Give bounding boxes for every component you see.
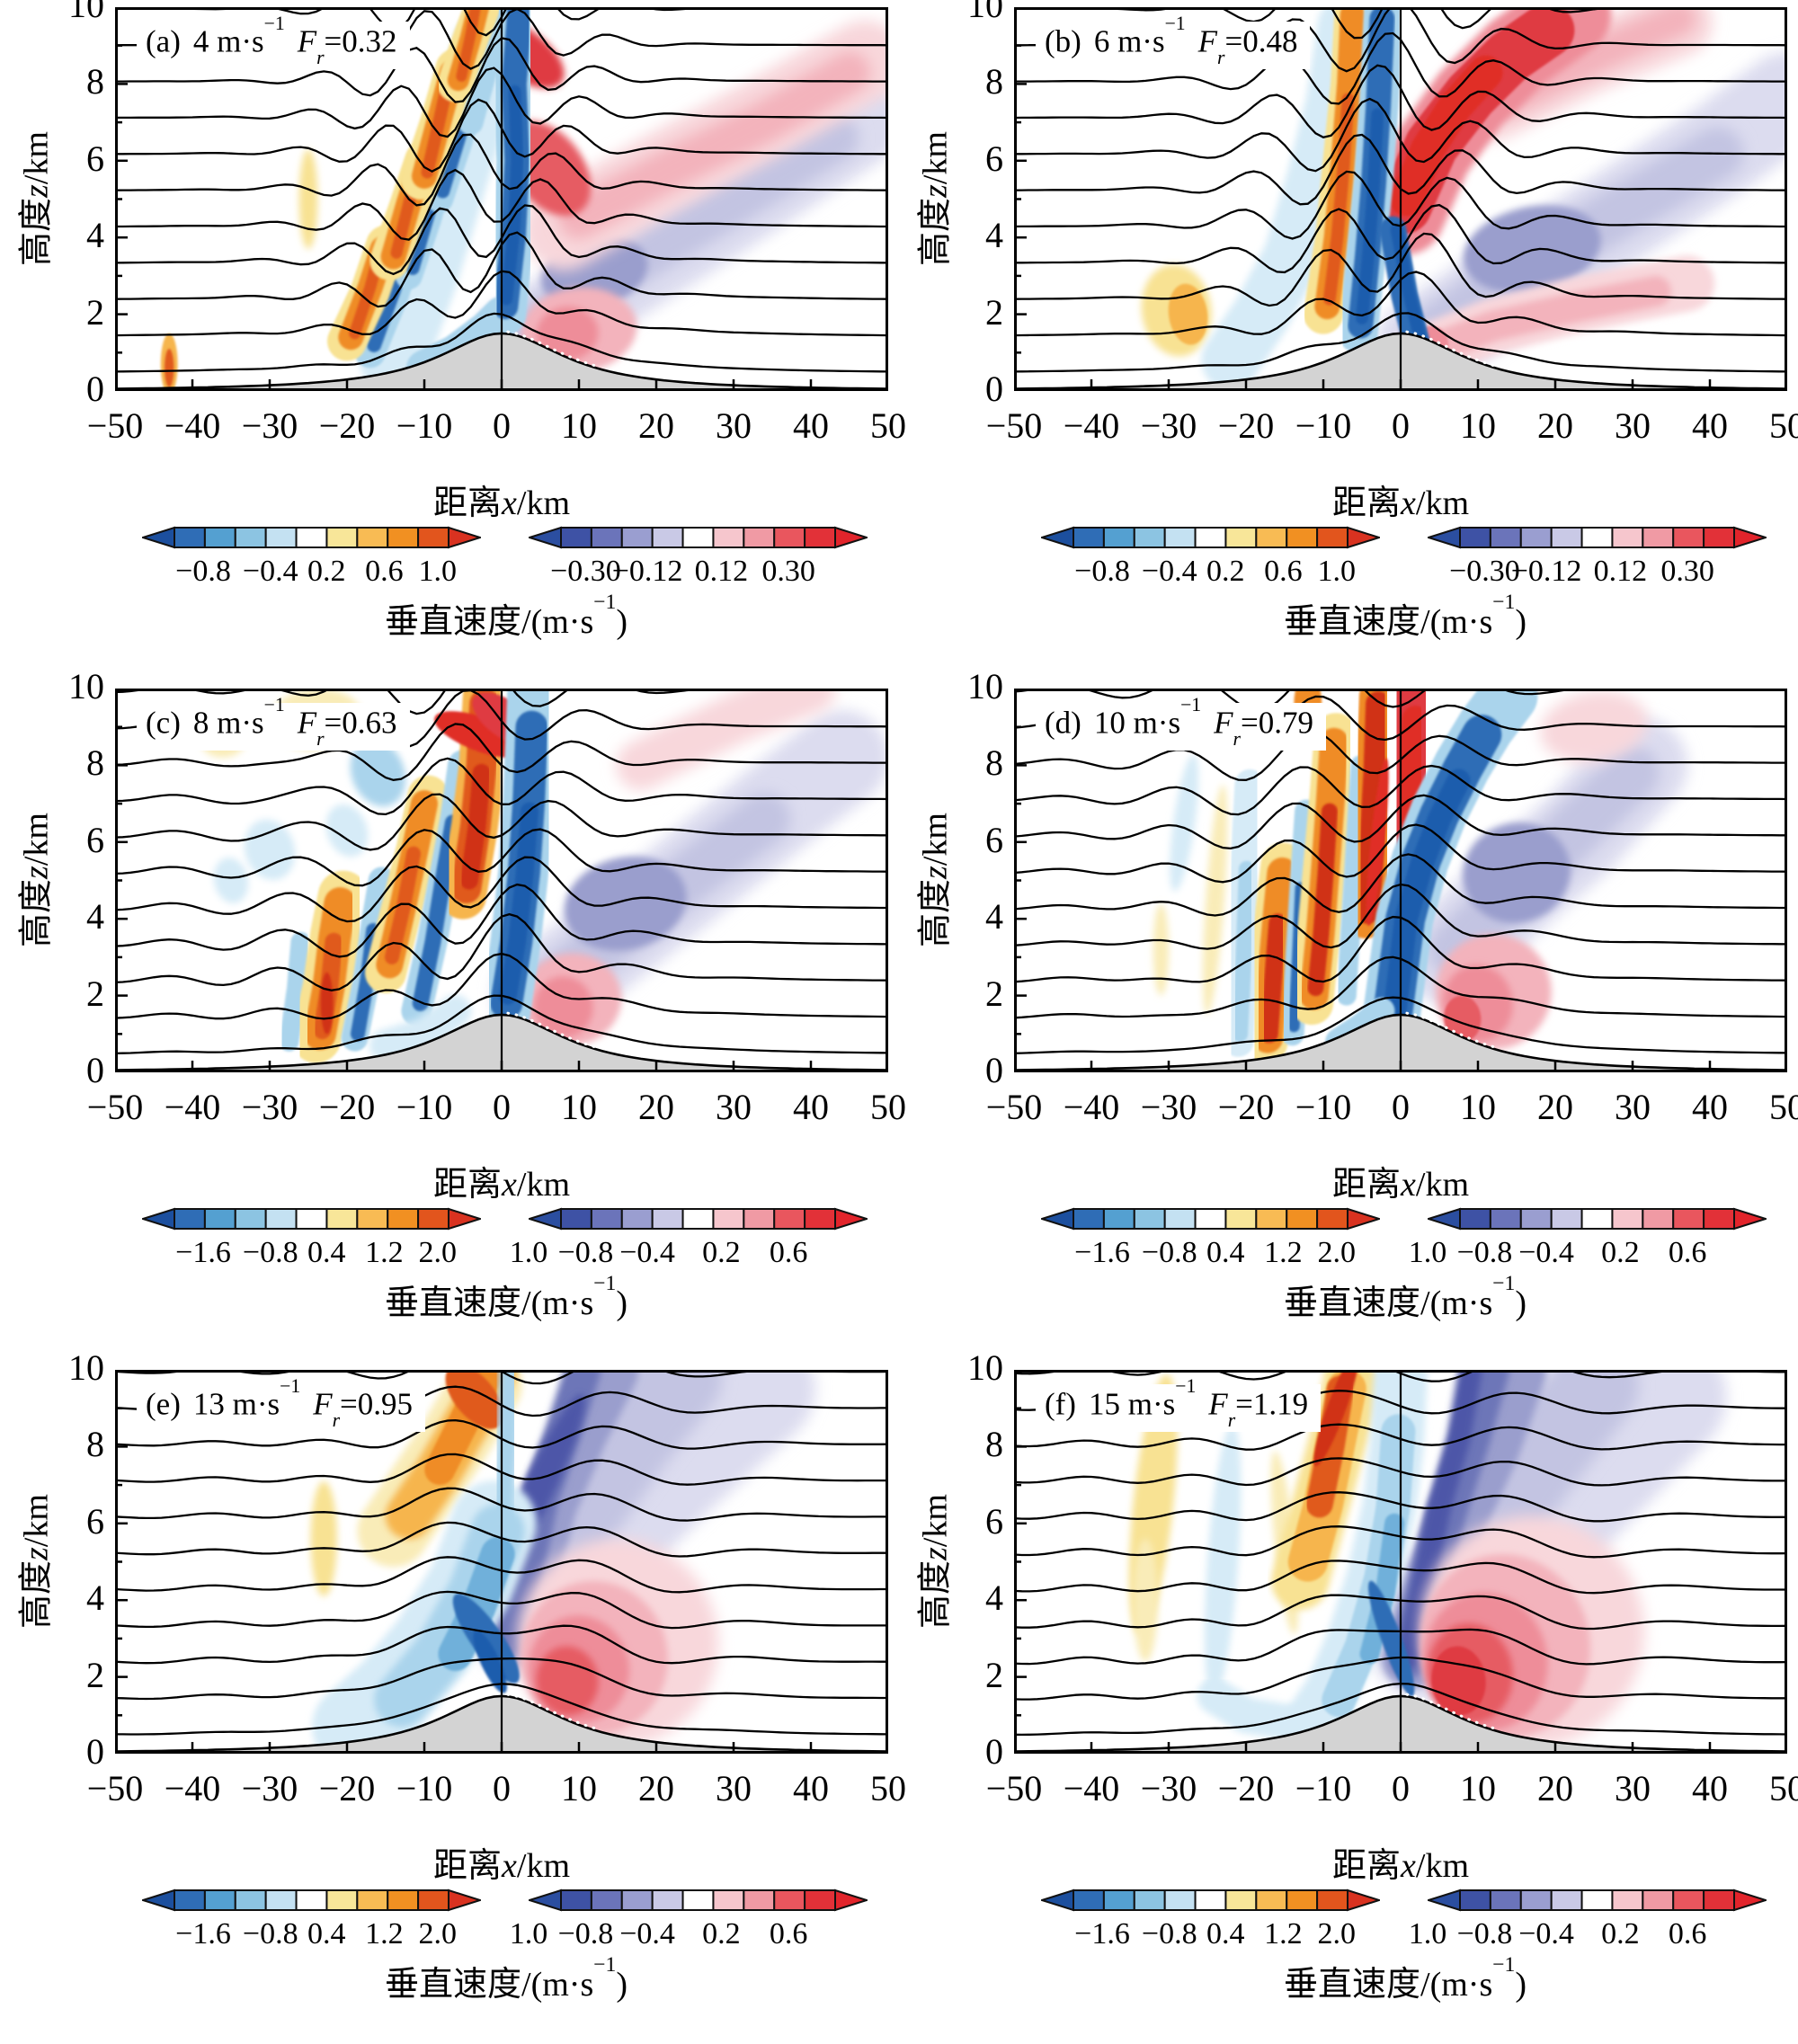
colorbar-caption: 垂直速度/(m·s−1) xyxy=(385,1272,628,1322)
colorbar-large-scale: −0.8 −0.4 0.2 0.6 1.0 xyxy=(1409,1887,1767,1962)
y-tick-labels: 0 2 4 6 8 10 xyxy=(967,0,1003,409)
panel-f: 高度z/km 0 2 4 6 8 10 (f) 15 m·s−1Fr=1.19 −50 −40… xyxy=(899,1347,1798,2044)
colorbar-large-scale: −0.8 −0.4 0.2 0.6 1.0 xyxy=(510,1205,868,1281)
plot-area-f xyxy=(1014,1370,1787,1754)
plot-area-d xyxy=(1014,689,1787,1072)
panel-title: (e) 13 m·s−1Fr=0.95 xyxy=(137,1375,426,1432)
colorbar-large-scale: −0.30 −0.12 0.12 0.30 xyxy=(1428,524,1767,600)
x-axis-label: 距离x/km xyxy=(1331,484,1470,522)
colorbar-caption: 垂直速度/(m·s−1) xyxy=(385,1953,628,2004)
plot-area-a xyxy=(115,7,888,391)
colorbar-small-scale: −1.6 −0.8 0.4 1.2 2.0 xyxy=(1041,1205,1380,1281)
y-tick-labels: 0 2 4 6 8 10 xyxy=(967,666,1003,1090)
plot-area-b xyxy=(1014,7,1787,391)
colorbar-small-scale: −1.6 −0.8 0.4 1.2 2.0 xyxy=(1041,1887,1380,1962)
panel-e: 高度z/km 0 2 4 6 8 10 (e) 13 m·s−1Fr=0.95 −50 −40… xyxy=(0,1347,907,2044)
panel-c: 高度z/km 0 2 4 6 8 10 (c) 8 m·s−1Fr=0.63 −50 −40−… xyxy=(0,666,907,1363)
x-tick-labels: −50 −40 −30 −20 −10 0 10 20 30 40 50 xyxy=(985,405,1798,446)
y-tick-labels: 0 2 4 6 8 10 xyxy=(68,1347,104,1772)
x-axis-label: 距离x/km xyxy=(432,1166,571,1204)
panel-title: (b) 6 m·s−1Fr=0.48 xyxy=(1036,13,1311,69)
panel-d: 高度z/km 0 2 4 6 8 10 (d) 10 m·s−1Fr=0.79 −50 −40… xyxy=(899,666,1798,1363)
plot-area-c xyxy=(115,689,888,1072)
x-axis-label: 距离x/km xyxy=(1331,1166,1470,1204)
x-tick-labels: −50 −40 −30 −20 −10 0 10 20 30 40 50 xyxy=(985,1768,1798,1808)
panel-title: (c) 8 m·s−1Fr=0.63 xyxy=(137,694,410,751)
colorbar-large-scale: −0.8 −0.4 0.2 0.6 1.0 xyxy=(1409,1205,1767,1281)
panel-title: (d) 10 m·s−1Fr=0.79 xyxy=(1036,694,1326,751)
x-tick-labels: −50 −40 −30 −20 −10 0 10 20 30 40 50 xyxy=(985,1087,1798,1127)
colorbar-caption: 垂直速度/(m·s−1) xyxy=(1284,1272,1527,1322)
colorbar-small-scale: −0.8 −0.4 0.2 0.6 1.0 xyxy=(1041,524,1380,600)
colorbar-caption: 垂直速度/(m·s−1) xyxy=(1284,591,1527,641)
y-tick-labels: 0 2 4 6 8 10 xyxy=(68,666,104,1090)
x-tick-labels: −50 −40 −30 −20 −10 0 10 20 30 40 50 xyxy=(86,1087,906,1127)
x-axis-label: 距离x/km xyxy=(1331,1847,1470,1885)
x-tick-labels: −50 −40 −30 −20 −10 0 10 20 30 40 50 xyxy=(86,405,906,446)
colorbar-caption: 垂直速度/(m·s−1) xyxy=(385,591,628,641)
plot-area-e xyxy=(115,1370,888,1754)
y-tick-labels: 0 2 4 6 8 10 xyxy=(68,0,104,409)
y-tick-labels: 0 2 4 6 8 10 xyxy=(967,1347,1003,1772)
colorbar-caption: 垂直速度/(m·s−1) xyxy=(1284,1953,1527,2004)
x-axis-label: 距离x/km xyxy=(432,484,571,522)
panel-title: (f) 15 m·s−1Fr=1.19 xyxy=(1036,1375,1322,1432)
colorbar-small-scale: −0.8 −0.4 0.2 0.6 1.0 xyxy=(142,524,481,600)
colorbar-large-scale: −0.30 −0.12 0.12 0.30 xyxy=(529,524,868,600)
x-tick-labels: −50 −40 −30 −20 −10 0 10 20 30 40 50 xyxy=(86,1768,906,1808)
colorbar-small-scale: −1.6 −0.8 0.4 1.2 2.0 xyxy=(142,1205,481,1281)
colorbar-large-scale: −0.8 −0.4 0.2 0.6 1.0 xyxy=(510,1887,868,1962)
x-axis-label: 距离x/km xyxy=(432,1847,571,1885)
colorbar-small-scale: −1.6 −0.8 0.4 1.2 2.0 xyxy=(142,1887,481,1962)
panel-a: 高度z/km 0 2 4 6 8 10 (a) 4 m·s−1Fr=0.32 −50 −40−… xyxy=(0,0,907,681)
panel-title: (a) 4 m·s−1Fr=0.32 xyxy=(137,13,410,69)
panel-b: 高度z/km 0 2 4 6 8 10 (b) 6 m·s−1Fr=0.48 −50 −40−… xyxy=(899,0,1798,681)
